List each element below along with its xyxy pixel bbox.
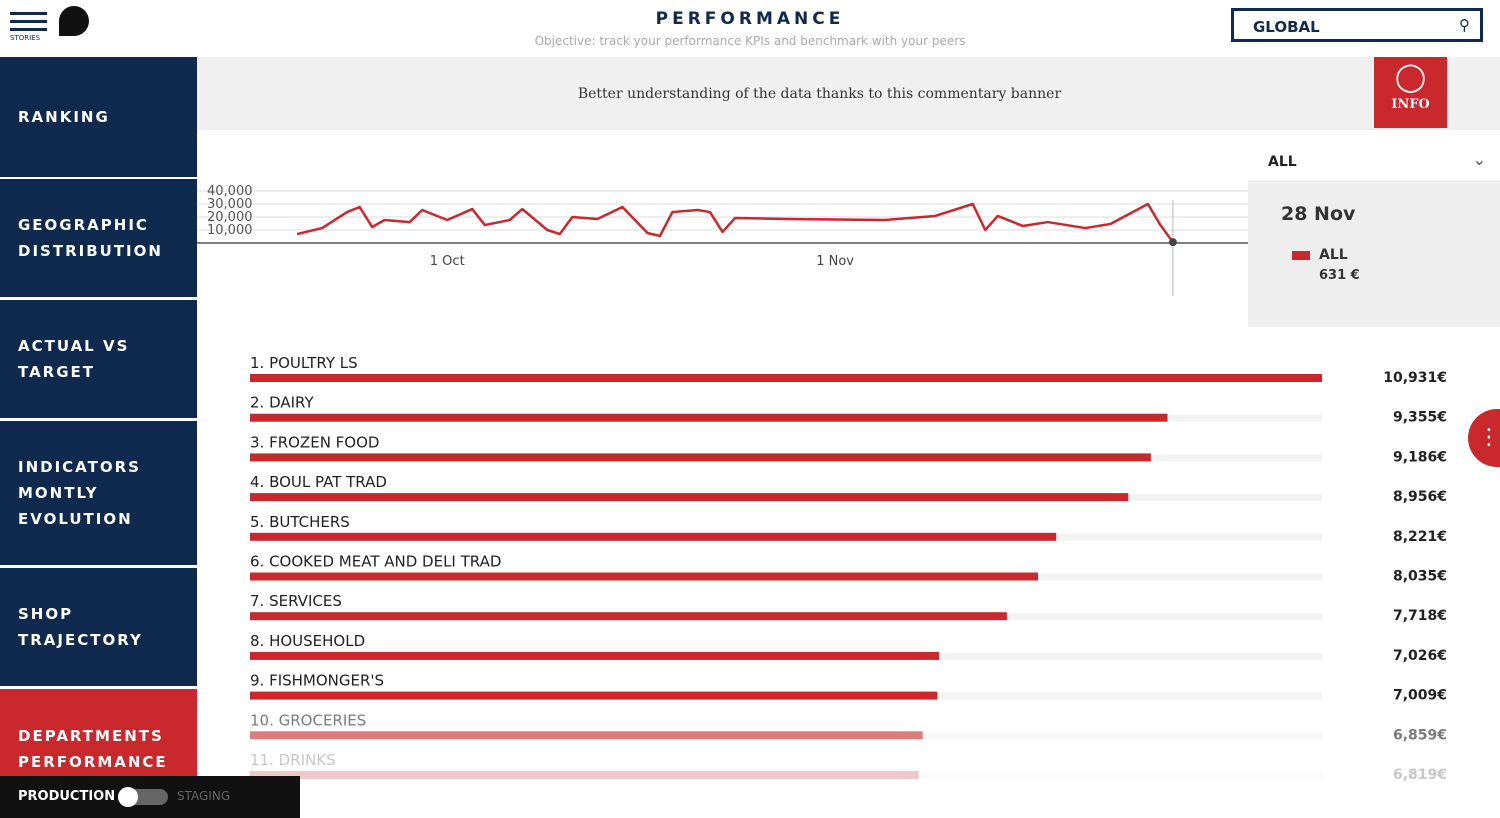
nav-item[interactable]: ACTUAL VS TARGET: [0, 300, 197, 418]
banner-text: Better understanding of the data thanks …: [577, 86, 1062, 102]
x-tick-label: 1 Oct: [430, 254, 465, 269]
tooltip-value: 631 €: [1319, 268, 1360, 283]
bar-track: [250, 772, 1322, 779]
toggle[interactable]: [118, 787, 168, 807]
value-label: 8,035€: [1393, 569, 1447, 585]
logo: [59, 6, 89, 36]
y-tick-label: 30,000: [207, 197, 253, 212]
value-label: 6,819€: [1393, 767, 1447, 783]
category-label: 11. DRINKS: [250, 751, 336, 769]
category-label: 7. SERVICES: [250, 592, 342, 610]
category-label: 6. COOKED MEAT AND DELI TRAD: [250, 553, 501, 571]
nav-label: GEOGRAPHIC: [18, 216, 149, 234]
tooltip: 28 Nov ALL 631 €: [1248, 183, 1500, 327]
category-label: 1. POULTRY LS: [250, 354, 358, 372]
nav-label: SHOP: [18, 605, 74, 623]
nav-label: PERFORMANCE: [18, 753, 168, 771]
tooltip-date: 28 Nov: [1281, 203, 1356, 225]
category-label: 10. GROCERIES: [250, 711, 366, 729]
y-tick-label: 20,000: [207, 210, 253, 225]
bar: [250, 413, 1168, 422]
value-label: 7,718€: [1393, 608, 1447, 624]
nav-label: RANKING: [18, 108, 110, 126]
category-label: 3. FROZEN FOOD: [250, 433, 379, 451]
bar: [250, 572, 1038, 581]
bar: [250, 691, 938, 700]
info-label: INFO: [1391, 97, 1430, 112]
page-subtitle: Objective: track your performance KPIs a…: [534, 34, 966, 48]
production-label: PRODUCTION: [18, 789, 116, 804]
staging-label: STAGING: [177, 789, 231, 803]
header: STORIES PERFORMANCE Objective: track you…: [0, 0, 1500, 57]
cursor-dot: [1168, 238, 1177, 247]
nav-label: DEPARTMENTS: [18, 727, 164, 745]
nav-item[interactable]: GEOGRAPHIC DISTRIBUTION: [0, 179, 197, 297]
tooltip-swatch: [1292, 251, 1310, 260]
category-label: 4. BOUL PAT TRAD: [250, 473, 387, 491]
category-label: 9. FISHMONGER'S: [250, 672, 384, 690]
bar: [250, 532, 1057, 541]
selector-text: ALL: [1268, 154, 1297, 170]
banner: Better understanding of the data thanks …: [197, 57, 1500, 130]
nav-label: DISTRIBUTION: [18, 242, 163, 260]
footer-toggle: PRODUCTION STAGING: [0, 776, 300, 818]
selector[interactable]: ALL ⌄: [1248, 140, 1500, 182]
search-box[interactable]: GLOBAL ⚲: [1231, 8, 1483, 42]
info-button[interactable]: ◯ INFO: [1374, 57, 1447, 128]
category-label: 5. BUTCHERS: [250, 513, 350, 531]
bar: [250, 651, 940, 660]
page-title: PERFORMANCE: [655, 9, 845, 29]
category-label: 2. DAIRY: [250, 394, 315, 412]
menu-label: STORIES: [10, 34, 41, 42]
value-label: 9,186€: [1393, 449, 1447, 465]
bar: [250, 612, 1007, 621]
bar: [250, 771, 919, 779]
category-label: 8. HOUSEHOLD: [250, 632, 365, 650]
nav-item[interactable]: RANKING: [0, 57, 197, 177]
value-label: 8,956€: [1393, 489, 1447, 505]
nav-label: TRAJECTORY: [18, 631, 143, 649]
search-text: GLOBAL: [1253, 18, 1320, 36]
nav-label: TARGET: [18, 363, 96, 381]
line-series: [296, 202, 1174, 243]
bar: [250, 453, 1151, 462]
menu-button[interactable]: STORIES: [10, 12, 47, 42]
value-label: 6,859€: [1393, 727, 1447, 743]
nav-label: INDICATORS: [18, 458, 141, 476]
y-tick-label: 10,000: [207, 223, 253, 238]
bar: [250, 374, 1322, 382]
value-label: 7,009€: [1393, 688, 1447, 704]
tooltip-series: ALL: [1319, 247, 1348, 263]
value-label: 8,221€: [1393, 529, 1447, 545]
value-label: 10,931€: [1383, 370, 1447, 386]
bar: [250, 493, 1129, 502]
y-tick-label: 40,000: [207, 184, 253, 199]
bar: [250, 731, 923, 740]
nav-label: EVOLUTION: [18, 510, 133, 528]
value-label: 9,355€: [1393, 410, 1447, 426]
value-label: 7,026€: [1393, 648, 1447, 664]
nav-item[interactable]: SHOP TRAJECTORY: [0, 568, 197, 686]
nav-label: MONTLY: [18, 484, 99, 502]
nav-label: ACTUAL VS: [18, 337, 130, 355]
x-tick-label: 1 Nov: [816, 254, 854, 269]
nav-item[interactable]: INDICATORS MONTLY EVOLUTION: [0, 421, 197, 565]
